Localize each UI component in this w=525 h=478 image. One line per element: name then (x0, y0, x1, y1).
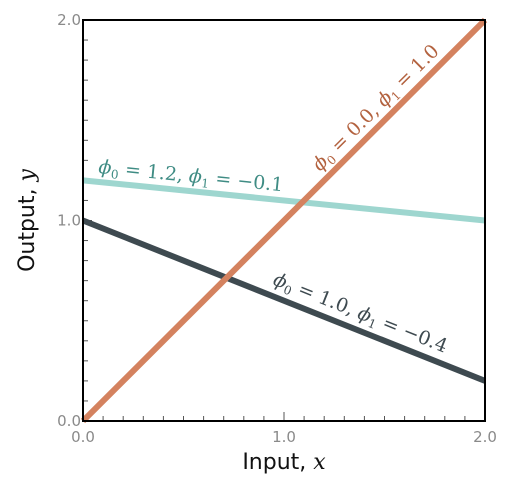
y-tick-label: 2.0 (57, 11, 81, 29)
y-tick-label: 1.0 (57, 212, 81, 230)
y-tick-label: 0.0 (57, 412, 81, 430)
series-label: ϕ0 = 1.0, ϕ1 = −0.4 (269, 268, 450, 359)
series-line (80, 17, 488, 424)
series-line (82, 177, 486, 224)
x-axis-title: Input, x (242, 450, 326, 475)
series-lines (80, 17, 488, 424)
tick-labels: 0.0 1.0 2.0 0.0 1.0 2.0 (57, 11, 497, 446)
x-tick-label: 2.0 (473, 428, 497, 446)
series-line (81, 217, 487, 384)
series-label: ϕ0 = 1.2, ϕ1 = −0.1 (97, 156, 284, 198)
x-tick-label: 1.0 (272, 428, 296, 446)
plot-frame (82, 19, 486, 422)
y-axis-title: Output, y (15, 169, 40, 272)
series-label: ϕ0 = 0.0, ϕ1 = 1.0 (308, 40, 445, 177)
x-tick-label: 0.0 (71, 428, 95, 446)
